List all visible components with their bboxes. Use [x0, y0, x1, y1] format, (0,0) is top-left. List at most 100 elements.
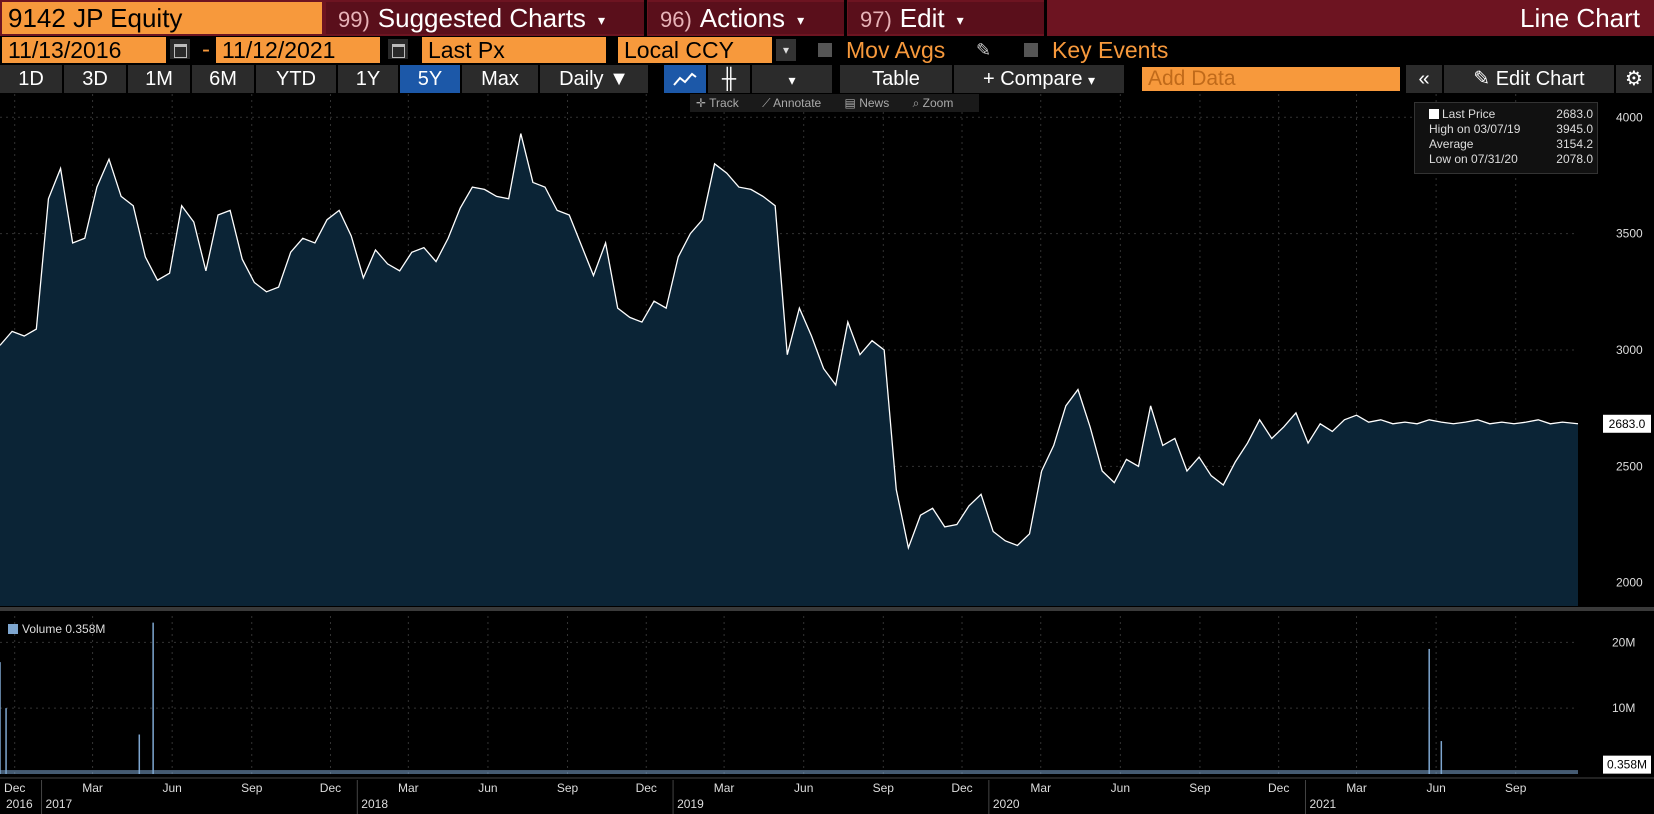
divider [1044, 0, 1047, 36]
date-range-dash: - [202, 36, 210, 63]
key-events-label: Key Events [1052, 37, 1169, 63]
legend-row-high: High on 03/07/19 3945.0 [1429, 122, 1593, 137]
volume-tick-label: 20M [1612, 635, 1635, 649]
year-label: 2016 [6, 797, 33, 811]
annotate-label: Annotate [773, 96, 822, 110]
x-tick-label: Sep [1189, 781, 1211, 795]
track-label: Track [709, 96, 739, 110]
legend-value: 3945.0 [1556, 122, 1593, 136]
legend-label: Average [1429, 137, 1474, 151]
x-tick-label: Mar [714, 781, 735, 795]
edit-chart-label: Edit Chart [1495, 68, 1585, 90]
x-tick-label: Sep [241, 781, 263, 795]
legend-swatch [1429, 109, 1439, 119]
price-chart[interactable]: 2000 2500 3000 3500 4000 2683.0 10M 20M 0.358M De… [0, 94, 1654, 814]
chart-tools-bar: ✛ Track ⟋ Annotate ▤ News ⌕ Zoom [690, 94, 980, 112]
news-tool[interactable]: ▤ News [844, 96, 890, 110]
menu-label: Suggested Charts [377, 3, 586, 33]
x-tick-label: Dec [1268, 781, 1289, 795]
start-date-field[interactable]: 11/13/2016 [2, 37, 166, 63]
ticker-field[interactable]: 9142 JP Equity [2, 2, 322, 34]
calendar-icon[interactable] [388, 39, 408, 59]
key-events-checkbox[interactable] [1024, 43, 1038, 57]
currency-selector[interactable]: Local CCY [618, 37, 772, 63]
last-price-tag [1603, 414, 1651, 433]
zoom-tool[interactable]: ⌕ Zoom [912, 96, 954, 110]
plus-icon: + [982, 68, 995, 90]
field-selector[interactable]: Last Px [422, 37, 606, 63]
legend-row-low: Low on 07/31/20 2078.0 [1429, 152, 1593, 167]
y-tick-label: 3000 [1616, 343, 1643, 357]
range-6m-button[interactable]: 6M [192, 65, 254, 93]
volume-swatch [8, 624, 18, 634]
volume-base [0, 770, 1578, 774]
x-tick-label: Dec [636, 781, 657, 795]
end-date-field[interactable]: 11/12/2021 [216, 37, 380, 63]
news-label: News [859, 96, 890, 110]
track-tool[interactable]: ✛ Track [696, 96, 739, 110]
volume-legend-value: 0.358M [65, 622, 106, 636]
year-label: 2018 [361, 797, 388, 811]
volume-tick-label: 10M [1612, 701, 1635, 715]
edit-menu[interactable]: 97) Edit ▾ [848, 2, 1044, 34]
chart-type-dropdown[interactable]: ▾ [752, 65, 832, 93]
suggested-charts-menu[interactable]: 99) Suggested Charts ▾ [326, 2, 644, 34]
range-1m-button[interactable]: 1M [128, 65, 190, 93]
menu-label: Actions [699, 3, 786, 33]
bar-chart-icon[interactable]: ╫ [708, 65, 750, 93]
x-tick-label: Sep [1505, 781, 1527, 795]
pencil-icon: ✎ [1473, 68, 1491, 90]
x-tick-label: Mar [1346, 781, 1367, 795]
compare-label: Compare [1000, 68, 1083, 90]
year-label: 2020 [993, 797, 1020, 811]
range-3d-button[interactable]: 3D [64, 65, 126, 93]
menu-number: 97) [860, 7, 892, 32]
caret-down-icon: ▾ [1088, 72, 1096, 88]
y-tick-label: 2000 [1616, 576, 1643, 590]
line-chart-icon[interactable] [664, 65, 706, 93]
menu-label: Edit [899, 3, 945, 33]
toolbar: 1D 3D 1M 6M YTD 1Y 5Y Max Daily ▼ ╫ ▾ Ta… [0, 64, 1654, 94]
x-tick-label: Mar [1030, 781, 1051, 795]
menu-number: 96) [660, 7, 692, 32]
actions-menu[interactable]: 96) Actions ▾ [648, 2, 844, 34]
x-tick-label: Dec [320, 781, 341, 795]
x-tick-label: Sep [557, 781, 579, 795]
legend-value: 3154.2 [1556, 137, 1593, 151]
edit-chart-button[interactable]: ✎ Edit Chart [1444, 65, 1614, 93]
pencil-icon[interactable]: ✎ [976, 40, 992, 60]
calendar-icon[interactable] [170, 39, 190, 59]
frequency-dropdown[interactable]: Daily ▼ [540, 65, 648, 93]
year-label: 2017 [46, 797, 73, 811]
collapse-icon[interactable]: « [1406, 65, 1442, 93]
caret-down-icon: ▾ [956, 12, 964, 29]
frequency-label: Daily [559, 68, 604, 90]
chart-legend: Last Price 2683.0 High on 03/07/19 3945.0 … [1414, 102, 1598, 174]
title-bar: 9142 JP Equity 99) Suggested Charts ▾ 96) A… [0, 0, 1654, 36]
caret-down-icon: ▾ [797, 12, 805, 29]
annotate-tool[interactable]: ⟋ Annotate [762, 96, 822, 110]
table-button[interactable]: Table [840, 65, 952, 93]
caret-down-icon: ▾ [788, 72, 796, 88]
range-1y-button[interactable]: 1Y [338, 65, 398, 93]
range-1d-button[interactable]: 1D [0, 65, 62, 93]
y-tick-label: 3500 [1616, 227, 1643, 241]
volume-last-label: 0.358M [1607, 758, 1647, 772]
mov-avgs-checkbox[interactable] [818, 43, 832, 57]
gear-icon[interactable]: ⚙ [1616, 65, 1652, 93]
x-tick-label: Mar [398, 781, 419, 795]
range-max-button[interactable]: Max [462, 65, 538, 93]
legend-row-last-price: Last Price 2683.0 [1429, 107, 1593, 122]
range-ytd-button[interactable]: YTD [256, 65, 336, 93]
price-area [0, 133, 1578, 606]
price-line [0, 133, 1579, 551]
chevron-down-icon[interactable]: ▾ [776, 39, 796, 61]
add-data-input[interactable]: Add Data [1142, 67, 1400, 91]
last-price-label: 2683.0 [1609, 417, 1646, 431]
x-tick-label: Dec [4, 781, 25, 795]
compare-button[interactable]: + Compare ▾ [954, 65, 1124, 93]
legend-label: Last Price [1442, 107, 1496, 121]
legend-label: High on 03/07/19 [1429, 122, 1521, 136]
x-tick-label: Jun [1426, 781, 1445, 795]
range-5y-button[interactable]: 5Y [400, 65, 460, 93]
